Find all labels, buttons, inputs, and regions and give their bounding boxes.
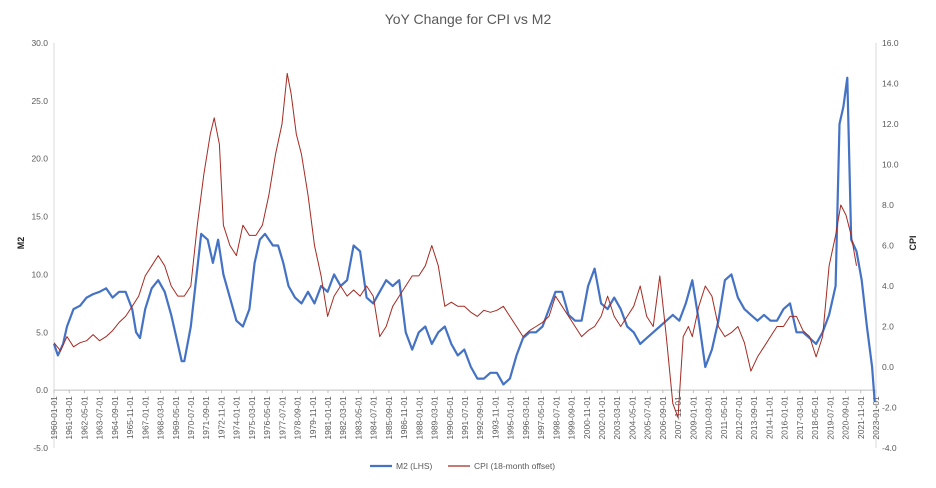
y-right-tick-label: 2.0 [882, 322, 894, 332]
y-left-tick-label: 20.0 [31, 154, 48, 164]
x-tick-label: 1993-11-01 [490, 396, 500, 439]
x-tick-label: 1996-03-01 [521, 396, 531, 440]
x-tick-label: 2014-11-01 [764, 396, 774, 439]
x-tick-label: 1960-01-01 [49, 396, 59, 440]
x-tick-label: 1967-01-01 [140, 396, 150, 440]
legend-label: CPI (18-month offset) [474, 461, 555, 471]
y-right-tick-label: 14.0 [882, 79, 899, 89]
x-tick-label: 1992-09-01 [475, 396, 485, 440]
x-tick-label: 2013-09-01 [749, 396, 759, 440]
x-tick-label: 2012-07-01 [734, 396, 744, 440]
y-left-tick-label: 15.0 [31, 212, 48, 222]
x-tick-label: 1974-01-01 [232, 396, 242, 440]
y-right-tick-label: 8.0 [882, 200, 894, 210]
x-tick-label: 2004-05-01 [627, 396, 637, 440]
y-right-tick-label: 10.0 [882, 160, 899, 170]
x-tick-label: 1983-05-01 [353, 396, 363, 440]
x-tick-label: 1972-11-01 [216, 396, 226, 439]
x-tick-label: 2006-09-01 [658, 396, 668, 440]
x-tick-label: 2020-09-01 [841, 396, 851, 440]
chart-title: YoY Change for CPI vs M2 [385, 11, 552, 27]
y-left-tick-label: -5.0 [33, 443, 48, 453]
x-tick-label: 1989-03-01 [430, 396, 440, 440]
x-tick-label: 1961-03-01 [64, 396, 74, 440]
x-tick-label: 2002-01-01 [597, 396, 607, 440]
x-tick-label: 1988-01-01 [414, 396, 424, 440]
x-tick-label: 1968-03-01 [156, 396, 166, 440]
legend-label: M2 (LHS) [396, 461, 433, 471]
x-tick-label: 2017-03-01 [795, 396, 805, 440]
x-tick-label: 2023-01-01 [871, 396, 881, 440]
y-left-tick-label: 10.0 [31, 269, 48, 279]
y-right-tick-label: 16.0 [882, 38, 899, 48]
x-tick-label: 2000-11-01 [582, 396, 592, 439]
x-tick-label: 1995-01-01 [506, 396, 516, 440]
y-axis-left-title: M2 [16, 237, 26, 250]
x-tick-label: 1975-03-01 [247, 396, 257, 440]
x-tick-label: 1971-09-01 [201, 396, 211, 440]
y-right-tick-label: 4.0 [882, 281, 894, 291]
x-tick-label: 1991-07-01 [460, 396, 470, 440]
y-right-tick-label: 0.0 [882, 362, 894, 372]
x-tick-label: 2005-07-01 [643, 396, 653, 440]
x-tick-label: 2019-07-01 [825, 396, 835, 440]
x-tick-label: 1962-05-01 [79, 396, 89, 440]
x-tick-label: 2009-01-01 [688, 396, 698, 440]
x-tick-label: 1976-05-01 [262, 396, 272, 440]
y-left-tick-label: 30.0 [31, 38, 48, 48]
x-tick-label: 1997-05-01 [536, 396, 546, 440]
x-tick-label: 2016-01-01 [780, 396, 790, 440]
y-left-tick-label: 5.0 [36, 327, 48, 337]
legend: M2 (LHS) CPI (18-month offset) [370, 461, 555, 471]
x-tick-label: 1978-09-01 [293, 396, 303, 440]
x-tick-label: 1979-11-01 [308, 396, 318, 439]
x-tick-label: 2011-05-01 [719, 396, 729, 439]
y-right-tick-label: -2.0 [882, 403, 897, 413]
x-tick-label: 1965-11-01 [125, 396, 135, 439]
y-right-tick-label: 6.0 [882, 241, 894, 251]
x-tick-label: 1982-03-01 [338, 396, 348, 440]
x-tick-label: 1990-05-01 [445, 396, 455, 440]
y-axis-right-title: CPI [908, 235, 918, 250]
x-tick-label: 1999-09-01 [567, 396, 577, 440]
x-tick-label: 1963-07-01 [95, 396, 105, 440]
y-left-tick-label: 25.0 [31, 96, 48, 106]
series-line-cpi [53, 72, 857, 419]
x-tick-label: 1977-07-01 [277, 396, 287, 440]
y-left-tick-label: 0.0 [36, 385, 48, 395]
x-tick-label: 2003-03-01 [612, 396, 622, 440]
x-tick-label: 1986-11-01 [399, 396, 409, 439]
x-tick-label: 1985-09-01 [384, 396, 394, 440]
y-right-tick-label: 12.0 [882, 119, 899, 129]
x-tick-label: 1970-07-01 [186, 396, 196, 440]
x-tick-label: 2021-11-01 [856, 396, 866, 439]
x-tick-label: 1981-01-01 [323, 396, 333, 440]
x-tick-label: 1969-05-01 [171, 396, 181, 440]
x-tick-label: 1984-07-01 [369, 396, 379, 440]
series-line-m2 [52, 76, 876, 402]
y-right-tick-label: -4.0 [882, 443, 897, 453]
x-tick-label: 1964-09-01 [110, 396, 120, 440]
x-tick-label: 2018-05-01 [810, 396, 820, 440]
x-tick-label: 2010-03-01 [704, 396, 714, 440]
x-tick-label: 1998-07-01 [551, 396, 561, 440]
